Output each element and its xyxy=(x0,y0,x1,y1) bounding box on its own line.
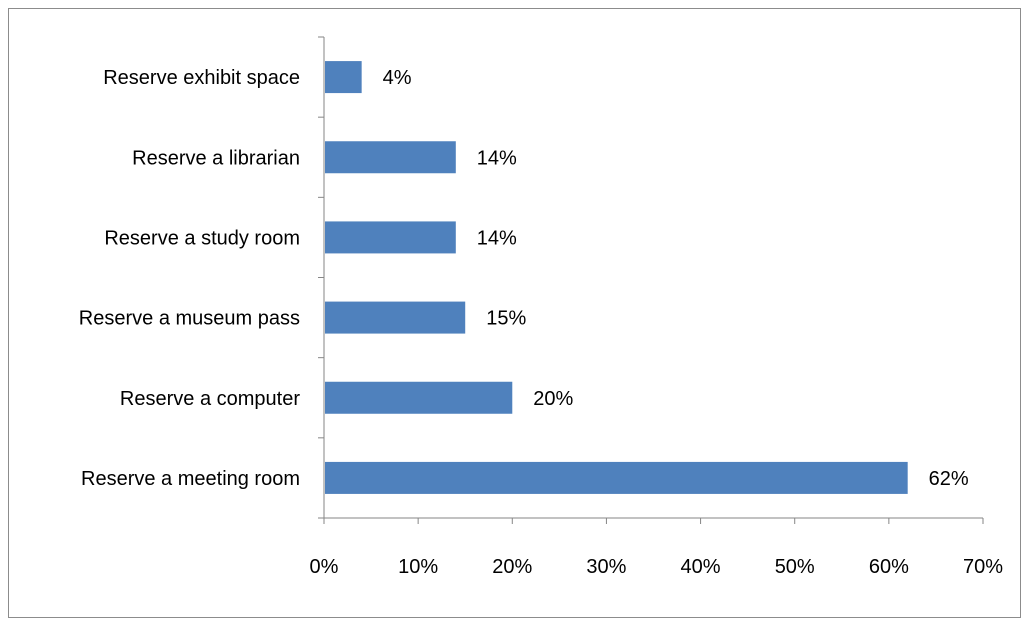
x-tick-label: 10% xyxy=(398,556,438,578)
bar xyxy=(325,221,456,254)
bar-chart: 0% 10% 20% 30% 40% 50% 60% 70% Reserve exhibit s… xyxy=(79,36,1003,578)
x-tick-label: 70% xyxy=(963,556,1003,578)
category-label: Reserve a study room xyxy=(104,227,300,249)
category-label: Reserve a librarian xyxy=(132,147,300,169)
bar xyxy=(325,301,466,334)
bar xyxy=(325,61,362,94)
value-label: 20% xyxy=(533,388,573,410)
x-tick-label: 20% xyxy=(492,556,532,578)
x-tick-label: 0% xyxy=(310,556,339,578)
value-label: 15% xyxy=(486,308,526,330)
x-tick-label: 60% xyxy=(869,556,909,578)
value-label: 14% xyxy=(477,227,517,249)
value-label: 14% xyxy=(477,147,517,169)
category-label: Reserve exhibit space xyxy=(103,67,300,89)
x-tick-label: 30% xyxy=(586,556,626,578)
category-label: Reserve a computer xyxy=(120,388,300,410)
value-label: 62% xyxy=(929,468,969,490)
category-label: Reserve a museum pass xyxy=(79,308,300,330)
x-tick-label: 50% xyxy=(775,556,815,578)
bar xyxy=(325,381,513,414)
x-tick-label: 40% xyxy=(681,556,721,578)
value-label: 4% xyxy=(383,67,412,89)
chart-frame: 0% 10% 20% 30% 40% 50% 60% 70% Reserve exhibit s… xyxy=(8,8,1021,618)
bar xyxy=(325,141,456,174)
category-label: Reserve a meeting room xyxy=(81,468,300,490)
bar xyxy=(325,461,908,494)
